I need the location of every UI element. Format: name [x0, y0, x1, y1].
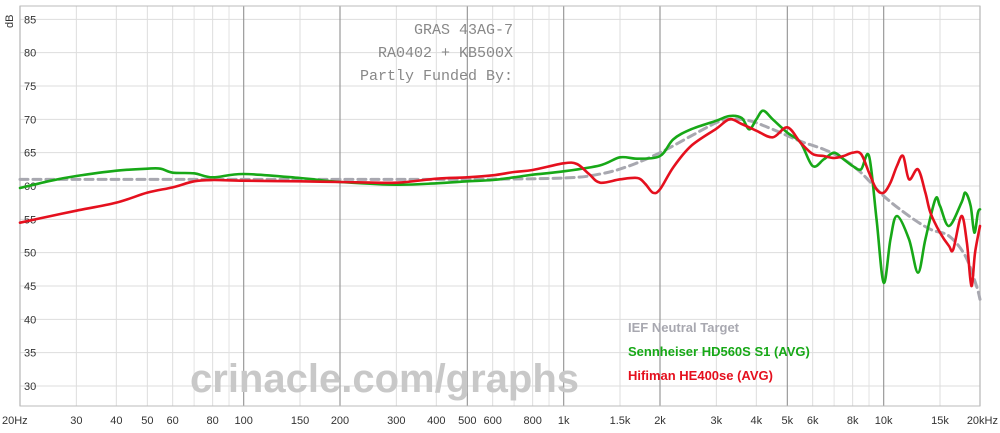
legend-entry-sennheiser-hd560s-s1-avg: Sennheiser HD560S S1 (AVG) — [628, 344, 810, 359]
y-tick-label: 30 — [24, 381, 36, 393]
x-tick-label: 5k — [782, 415, 794, 427]
x-tick-label: 10k — [875, 415, 893, 427]
x-tick-label: 1k — [558, 415, 570, 427]
x-tick-label: 600 — [483, 415, 501, 427]
x-tick-label: 4k — [751, 415, 763, 427]
x-tick-label: 6k — [807, 415, 819, 427]
x-tick-label: 8k — [847, 415, 859, 427]
x-tick-label: 20Hz — [2, 415, 28, 427]
title-line: RA0402 + KB500X — [378, 45, 513, 62]
watermark: crinacle.com/graphs — [190, 357, 579, 401]
x-tick-label: 60 — [167, 415, 179, 427]
x-tick-label: 150 — [291, 415, 309, 427]
x-tick-label: 40 — [110, 415, 122, 427]
x-tick-label: 30 — [70, 415, 82, 427]
grid — [19, 5, 981, 407]
x-tick-label: 3k — [711, 415, 723, 427]
x-tick-label: 2k — [654, 415, 666, 427]
legend-entry-ief-neutral-target: IEF Neutral Target — [628, 320, 740, 335]
y-tick-label: 70 — [24, 114, 36, 126]
x-tick-label: 80 — [207, 415, 219, 427]
x-tick-label: 50 — [141, 415, 153, 427]
x-tick-label: 500 — [458, 415, 476, 427]
y-axis-label: dB — [4, 15, 16, 28]
plot-frame — [19, 5, 981, 407]
legend-entry-hifiman-he400se-avg: Hifiman HE400se (AVG) — [628, 368, 773, 383]
y-tick-label: 50 — [24, 248, 36, 260]
series-lines — [18, 109, 982, 301]
y-tick-label: 35 — [24, 348, 36, 360]
x-tick-label: 300 — [387, 415, 405, 427]
x-tick-label: 100 — [234, 415, 252, 427]
x-tick-label: 400 — [427, 415, 445, 427]
y-tick-label: 65 — [24, 148, 36, 160]
x-tick-label: 800 — [523, 415, 541, 427]
chart-title: GRAS 43AG-7 RA0402 + KB500X Partly Funded … — [360, 22, 513, 85]
series-line-sennheiser-hd560s-s1-avg — [18, 109, 982, 284]
y-tick-label: 80 — [24, 48, 36, 60]
title-line: Partly Funded By: — [360, 68, 513, 85]
y-tick-label: 75 — [24, 81, 36, 93]
y-tick-label: 85 — [24, 14, 36, 26]
x-tick-label: 200 — [331, 415, 349, 427]
x-tick-label: 15k — [931, 415, 949, 427]
title-line: GRAS 43AG-7 — [414, 22, 513, 39]
x-tick-label: 20kHz — [967, 415, 998, 427]
series-line-ief-neutral-target — [18, 117, 982, 301]
legend: IEF Neutral Target Sennheiser HD560S S1 (… — [628, 320, 810, 383]
series-line-hifiman-he400se-avg — [18, 117, 982, 288]
y-tick-label: 45 — [24, 281, 36, 293]
y-tick-label: 40 — [24, 314, 36, 326]
x-tick-label: 1.5k — [610, 415, 631, 427]
